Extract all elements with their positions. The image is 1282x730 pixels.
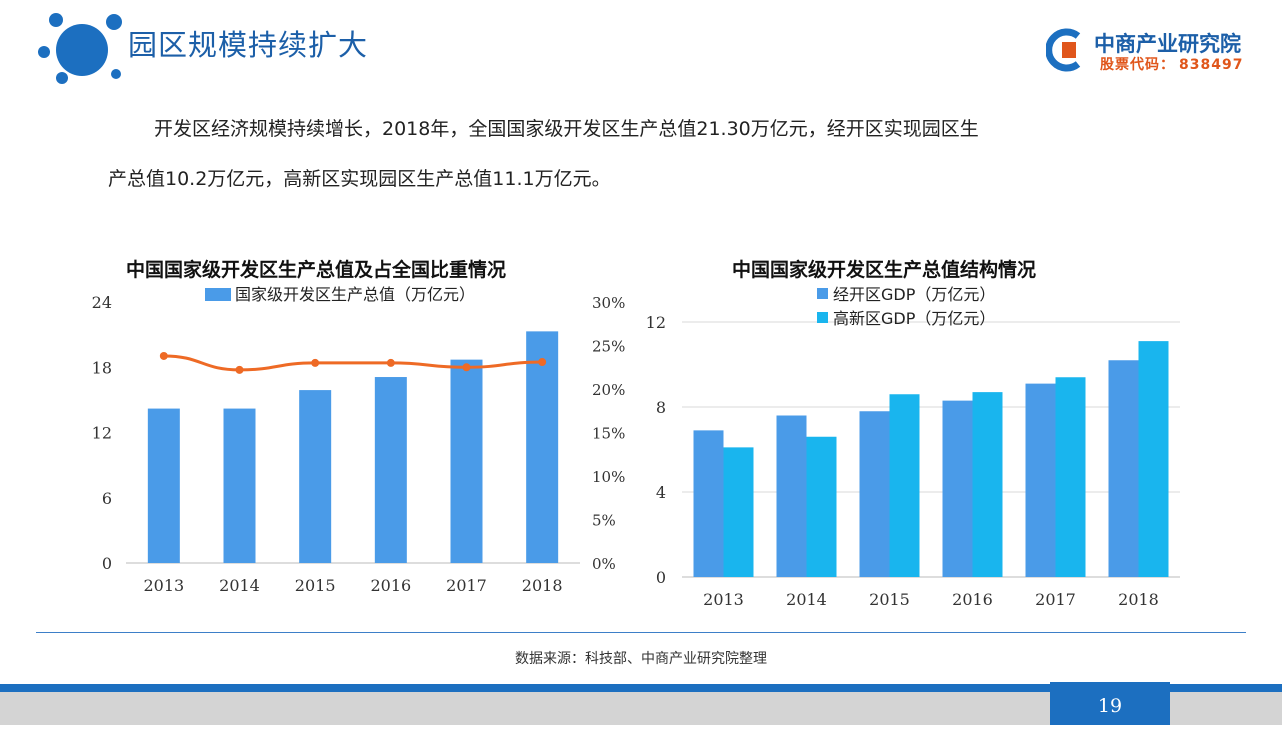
y-tick-label: 6 bbox=[102, 489, 112, 508]
legend-swatch bbox=[205, 288, 231, 301]
y-tick-label: 0 bbox=[102, 554, 112, 573]
bar-s1-2014 bbox=[806, 436, 837, 577]
share-point-2017 bbox=[462, 363, 471, 372]
page-title: 园区规模持续扩大 bbox=[128, 28, 369, 62]
bar-s0-2017 bbox=[1025, 383, 1056, 577]
y2-tick-label: 30% bbox=[592, 294, 625, 312]
share-point-2016 bbox=[386, 358, 395, 367]
y2-tick-label: 15% bbox=[592, 425, 625, 443]
data-source: 数据来源：科技部、中商产业研究院整理 bbox=[515, 651, 767, 667]
y2-tick-label: 10% bbox=[592, 468, 625, 486]
y-tick-label: 0 bbox=[656, 568, 666, 587]
intro-line-2: 产总值10.2万亿元，高新区实现园区生产总值11.1万亿元。 bbox=[108, 168, 611, 190]
bar-s0-2014 bbox=[776, 415, 807, 577]
bar-s1-2015 bbox=[889, 394, 920, 577]
x-tick-label: 2016 bbox=[952, 590, 993, 609]
x-tick-label: 2015 bbox=[869, 590, 910, 609]
x-tick-label: 2018 bbox=[1118, 590, 1159, 609]
legend-label: 高新区GDP（万亿元） bbox=[833, 309, 995, 328]
share-point-2014 bbox=[235, 365, 244, 374]
bar-s0-2013 bbox=[693, 430, 724, 577]
brand-logo: 中商产业研究院 股票代码： 838497 bbox=[1045, 28, 1266, 78]
bar-2015 bbox=[299, 390, 332, 563]
logo-dots-icon bbox=[38, 13, 122, 84]
x-tick-label: 2014 bbox=[786, 590, 827, 609]
x-tick-label: 2013 bbox=[703, 590, 744, 609]
brand-code: 股票代码： 838497 bbox=[1100, 57, 1244, 73]
bar-2017 bbox=[450, 359, 483, 563]
bar-2014 bbox=[223, 408, 256, 563]
x-tick-label: 2017 bbox=[1035, 590, 1076, 609]
source-divider bbox=[36, 632, 1246, 633]
y2-tick-label: 20% bbox=[592, 381, 625, 399]
bar-s1-2017 bbox=[1055, 377, 1086, 577]
intro-paragraph: 开发区经济规模持续增长，2018年，全国国家级开发区生产总值21.30万亿元，经… bbox=[108, 104, 1188, 204]
y2-tick-label: 25% bbox=[592, 338, 625, 356]
footer-bar bbox=[0, 684, 1282, 692]
intro-line-1: 开发区经济规模持续增长，2018年，全国国家级开发区生产总值21.30万亿元，经… bbox=[154, 118, 979, 140]
left-chart-title: 中国国家级开发区生产总值及占全国比重情况 bbox=[126, 259, 507, 281]
x-tick-label: 2014 bbox=[219, 576, 260, 595]
share-line bbox=[163, 354, 543, 372]
legend-label: 国家级开发区生产总值（万亿元） bbox=[235, 285, 475, 304]
bar-2016 bbox=[374, 377, 407, 563]
right-chart-title: 中国国家级开发区生产总值结构情况 bbox=[732, 259, 1037, 281]
y-tick-label: 4 bbox=[656, 483, 666, 502]
bar-2013 bbox=[147, 408, 180, 563]
bar-s0-2015 bbox=[859, 411, 890, 577]
bar-s1-2016 bbox=[972, 392, 1003, 577]
y-tick-label: 12 bbox=[646, 313, 666, 332]
left-chart: 0 6 12 18 24 0% 5% 10% 15% 20% 25% 30% 2013 2014 2015 2… bbox=[92, 285, 626, 595]
y2-tick-label: 0% bbox=[592, 555, 616, 573]
y-tick-label: 18 bbox=[92, 358, 112, 377]
bar-s0-2016 bbox=[942, 400, 973, 577]
bar-s1-2018 bbox=[1138, 341, 1169, 577]
legend-swatch bbox=[817, 288, 828, 299]
bar-2018 bbox=[526, 331, 559, 563]
share-point-2013 bbox=[159, 351, 168, 360]
legend-swatch bbox=[817, 312, 828, 323]
right-chart: 0 4 8 12 2013 2014 2015 2016 2017 2018 经开区GDP（万亿元）… bbox=[646, 285, 1180, 609]
y-tick-label: 12 bbox=[92, 424, 112, 443]
legend-label: 经开区GDP（万亿元） bbox=[833, 285, 995, 304]
y2-tick-label: 5% bbox=[592, 512, 616, 530]
header: 园区规模持续扩大 中商产业研究院 股票代码： 838497 bbox=[0, 0, 1282, 90]
brand-c-icon bbox=[1045, 28, 1081, 72]
x-tick-label: 2015 bbox=[295, 576, 336, 595]
bar-s0-2018 bbox=[1108, 360, 1139, 577]
share-point-2015 bbox=[311, 358, 320, 367]
bar-s1-2013 bbox=[723, 447, 754, 577]
y-tick-label: 24 bbox=[92, 293, 112, 312]
share-point-2018 bbox=[538, 358, 547, 367]
x-tick-label: 2017 bbox=[446, 576, 487, 595]
y-tick-label: 8 bbox=[656, 398, 666, 417]
x-tick-label: 2016 bbox=[370, 576, 411, 595]
brand-name: 中商产业研究院 bbox=[1094, 32, 1241, 56]
x-tick-label: 2013 bbox=[143, 576, 184, 595]
x-tick-label: 2018 bbox=[522, 576, 563, 595]
page-number: 19 bbox=[1050, 682, 1170, 725]
